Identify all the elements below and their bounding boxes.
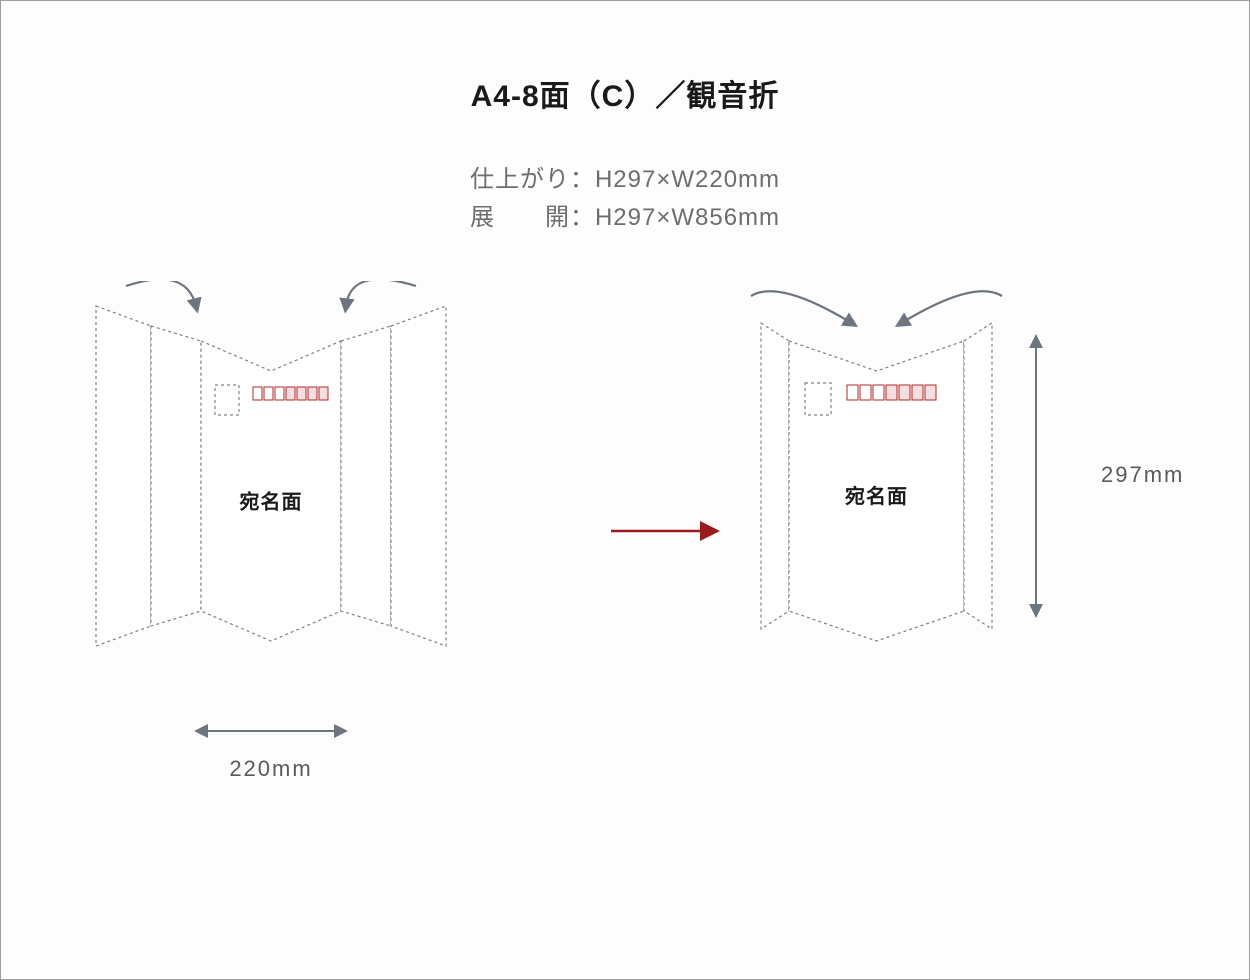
- folded-flap-right: [964, 323, 992, 629]
- spec-finished: 仕上がり：H297×W220mm: [1, 161, 1249, 199]
- spec-unfolded: 展 開：H297×W856mm: [1, 199, 1249, 237]
- height-dimension-label: 297mm: [1101, 462, 1184, 487]
- postal-code-boxes-icon: [847, 385, 936, 400]
- panel-near-right: [341, 326, 391, 626]
- fold-arrow-right-icon: [902, 291, 1003, 323]
- title-text: A4-8面（C）／観音折: [471, 80, 780, 113]
- spec-block: 仕上がり：H297×W220mm 展 開：H297×W856mm: [1, 161, 1249, 238]
- fold-diagram-svg: 宛名面 宛名面 220mm: [1, 281, 1250, 881]
- panel-near-left: [151, 326, 201, 626]
- folded-flap-left: [761, 323, 789, 629]
- panel-far-left: [96, 306, 151, 646]
- diagram-frame: A4-8面（C）／観音折 仕上がり：H297×W220mm 展 開：H297×W…: [0, 0, 1250, 980]
- address-panel-label-left: 宛名面: [239, 489, 303, 513]
- fold-arrow-right-icon: [346, 281, 416, 306]
- panel-far-right: [391, 306, 446, 646]
- postal-code-boxes-icon: [253, 387, 328, 400]
- address-panel-label-right: 宛名面: [844, 484, 908, 508]
- diagram-area: 宛名面 宛名面 220mm: [1, 281, 1250, 881]
- width-dimension-label: 220mm: [229, 756, 312, 781]
- right-figure: 宛名面: [751, 291, 1002, 641]
- fold-arrow-left-icon: [751, 291, 852, 323]
- fold-arrow-left-icon: [126, 281, 196, 306]
- diagram-title: A4-8面（C）／観音折: [1, 71, 1249, 115]
- left-figure: 宛名面: [96, 281, 446, 646]
